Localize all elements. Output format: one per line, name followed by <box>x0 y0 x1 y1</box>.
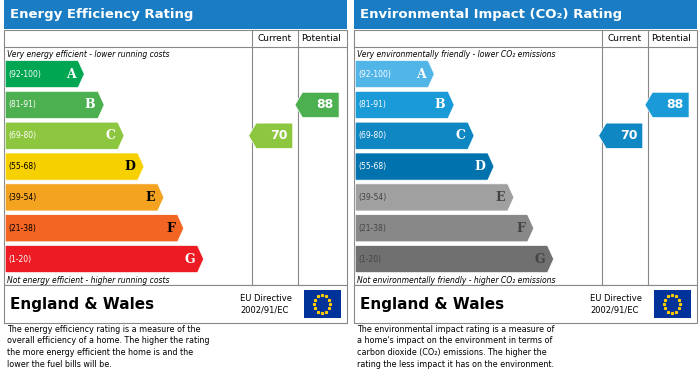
Text: Not environmentally friendly - higher CO₂ emissions: Not environmentally friendly - higher CO… <box>357 276 555 285</box>
Text: (92-100): (92-100) <box>8 70 41 79</box>
Polygon shape <box>5 61 84 88</box>
Text: B: B <box>85 99 95 111</box>
Text: Potential: Potential <box>651 34 691 43</box>
Text: (21-38): (21-38) <box>358 224 386 233</box>
Polygon shape <box>355 215 533 242</box>
Text: E: E <box>146 191 155 204</box>
Text: Not energy efficient - higher running costs: Not energy efficient - higher running co… <box>7 276 169 285</box>
Text: C: C <box>455 129 465 142</box>
Text: (21-38): (21-38) <box>8 224 36 233</box>
Text: England & Wales: England & Wales <box>360 296 505 312</box>
Text: G: G <box>184 253 195 265</box>
Text: E: E <box>496 191 505 204</box>
Polygon shape <box>355 61 434 88</box>
Polygon shape <box>5 246 204 273</box>
Text: A: A <box>66 68 76 81</box>
Text: (1-20): (1-20) <box>358 255 382 264</box>
Text: Very environmentally friendly - lower CO₂ emissions: Very environmentally friendly - lower CO… <box>357 50 555 59</box>
Bar <box>654 290 691 318</box>
Text: (55-68): (55-68) <box>358 162 387 171</box>
Text: (92-100): (92-100) <box>358 70 391 79</box>
Polygon shape <box>355 184 514 211</box>
Polygon shape <box>5 184 164 211</box>
Polygon shape <box>248 123 293 148</box>
Text: EU Directive
2002/91/EC: EU Directive 2002/91/EC <box>590 294 642 314</box>
Text: A: A <box>416 68 426 81</box>
Bar <box>4 30 346 285</box>
Text: (81-91): (81-91) <box>8 100 36 109</box>
Polygon shape <box>355 91 454 118</box>
Polygon shape <box>355 153 494 180</box>
Polygon shape <box>355 122 474 149</box>
Text: G: G <box>534 253 545 265</box>
Bar <box>354 0 696 29</box>
Text: B: B <box>435 99 445 111</box>
Bar <box>354 285 696 323</box>
Text: 88: 88 <box>316 99 334 111</box>
Polygon shape <box>5 153 144 180</box>
Text: England & Wales: England & Wales <box>10 296 155 312</box>
Polygon shape <box>5 122 124 149</box>
Text: D: D <box>474 160 485 173</box>
Text: (1-20): (1-20) <box>8 255 32 264</box>
Text: 70: 70 <box>620 129 638 142</box>
Polygon shape <box>5 215 183 242</box>
Bar <box>4 285 346 323</box>
Text: Current: Current <box>608 34 641 43</box>
Polygon shape <box>355 246 554 273</box>
Text: 88: 88 <box>666 99 684 111</box>
Text: Environmental Impact (CO₂) Rating: Environmental Impact (CO₂) Rating <box>360 8 622 21</box>
Text: (39-54): (39-54) <box>8 193 37 202</box>
Text: Energy Efficiency Rating: Energy Efficiency Rating <box>10 8 194 21</box>
Text: C: C <box>105 129 115 142</box>
Text: (69-80): (69-80) <box>8 131 37 140</box>
Text: Potential: Potential <box>301 34 341 43</box>
Bar <box>304 290 341 318</box>
Text: 70: 70 <box>270 129 288 142</box>
Text: The environmental impact rating is a measure of
a home's impact on the environme: The environmental impact rating is a mea… <box>357 325 554 369</box>
Text: Current: Current <box>258 34 291 43</box>
Text: (39-54): (39-54) <box>358 193 387 202</box>
Bar <box>4 0 346 29</box>
Polygon shape <box>598 123 643 148</box>
Text: (81-91): (81-91) <box>358 100 386 109</box>
Text: The energy efficiency rating is a measure of the
overall efficiency of a home. T: The energy efficiency rating is a measur… <box>7 325 209 369</box>
Text: F: F <box>516 222 525 235</box>
Text: D: D <box>124 160 135 173</box>
Bar <box>354 30 696 285</box>
Polygon shape <box>645 92 689 118</box>
Polygon shape <box>295 92 339 118</box>
Polygon shape <box>5 91 104 118</box>
Text: EU Directive
2002/91/EC: EU Directive 2002/91/EC <box>240 294 292 314</box>
Text: (69-80): (69-80) <box>358 131 387 140</box>
Text: F: F <box>166 222 175 235</box>
Text: (55-68): (55-68) <box>8 162 37 171</box>
Text: Very energy efficient - lower running costs: Very energy efficient - lower running co… <box>7 50 169 59</box>
